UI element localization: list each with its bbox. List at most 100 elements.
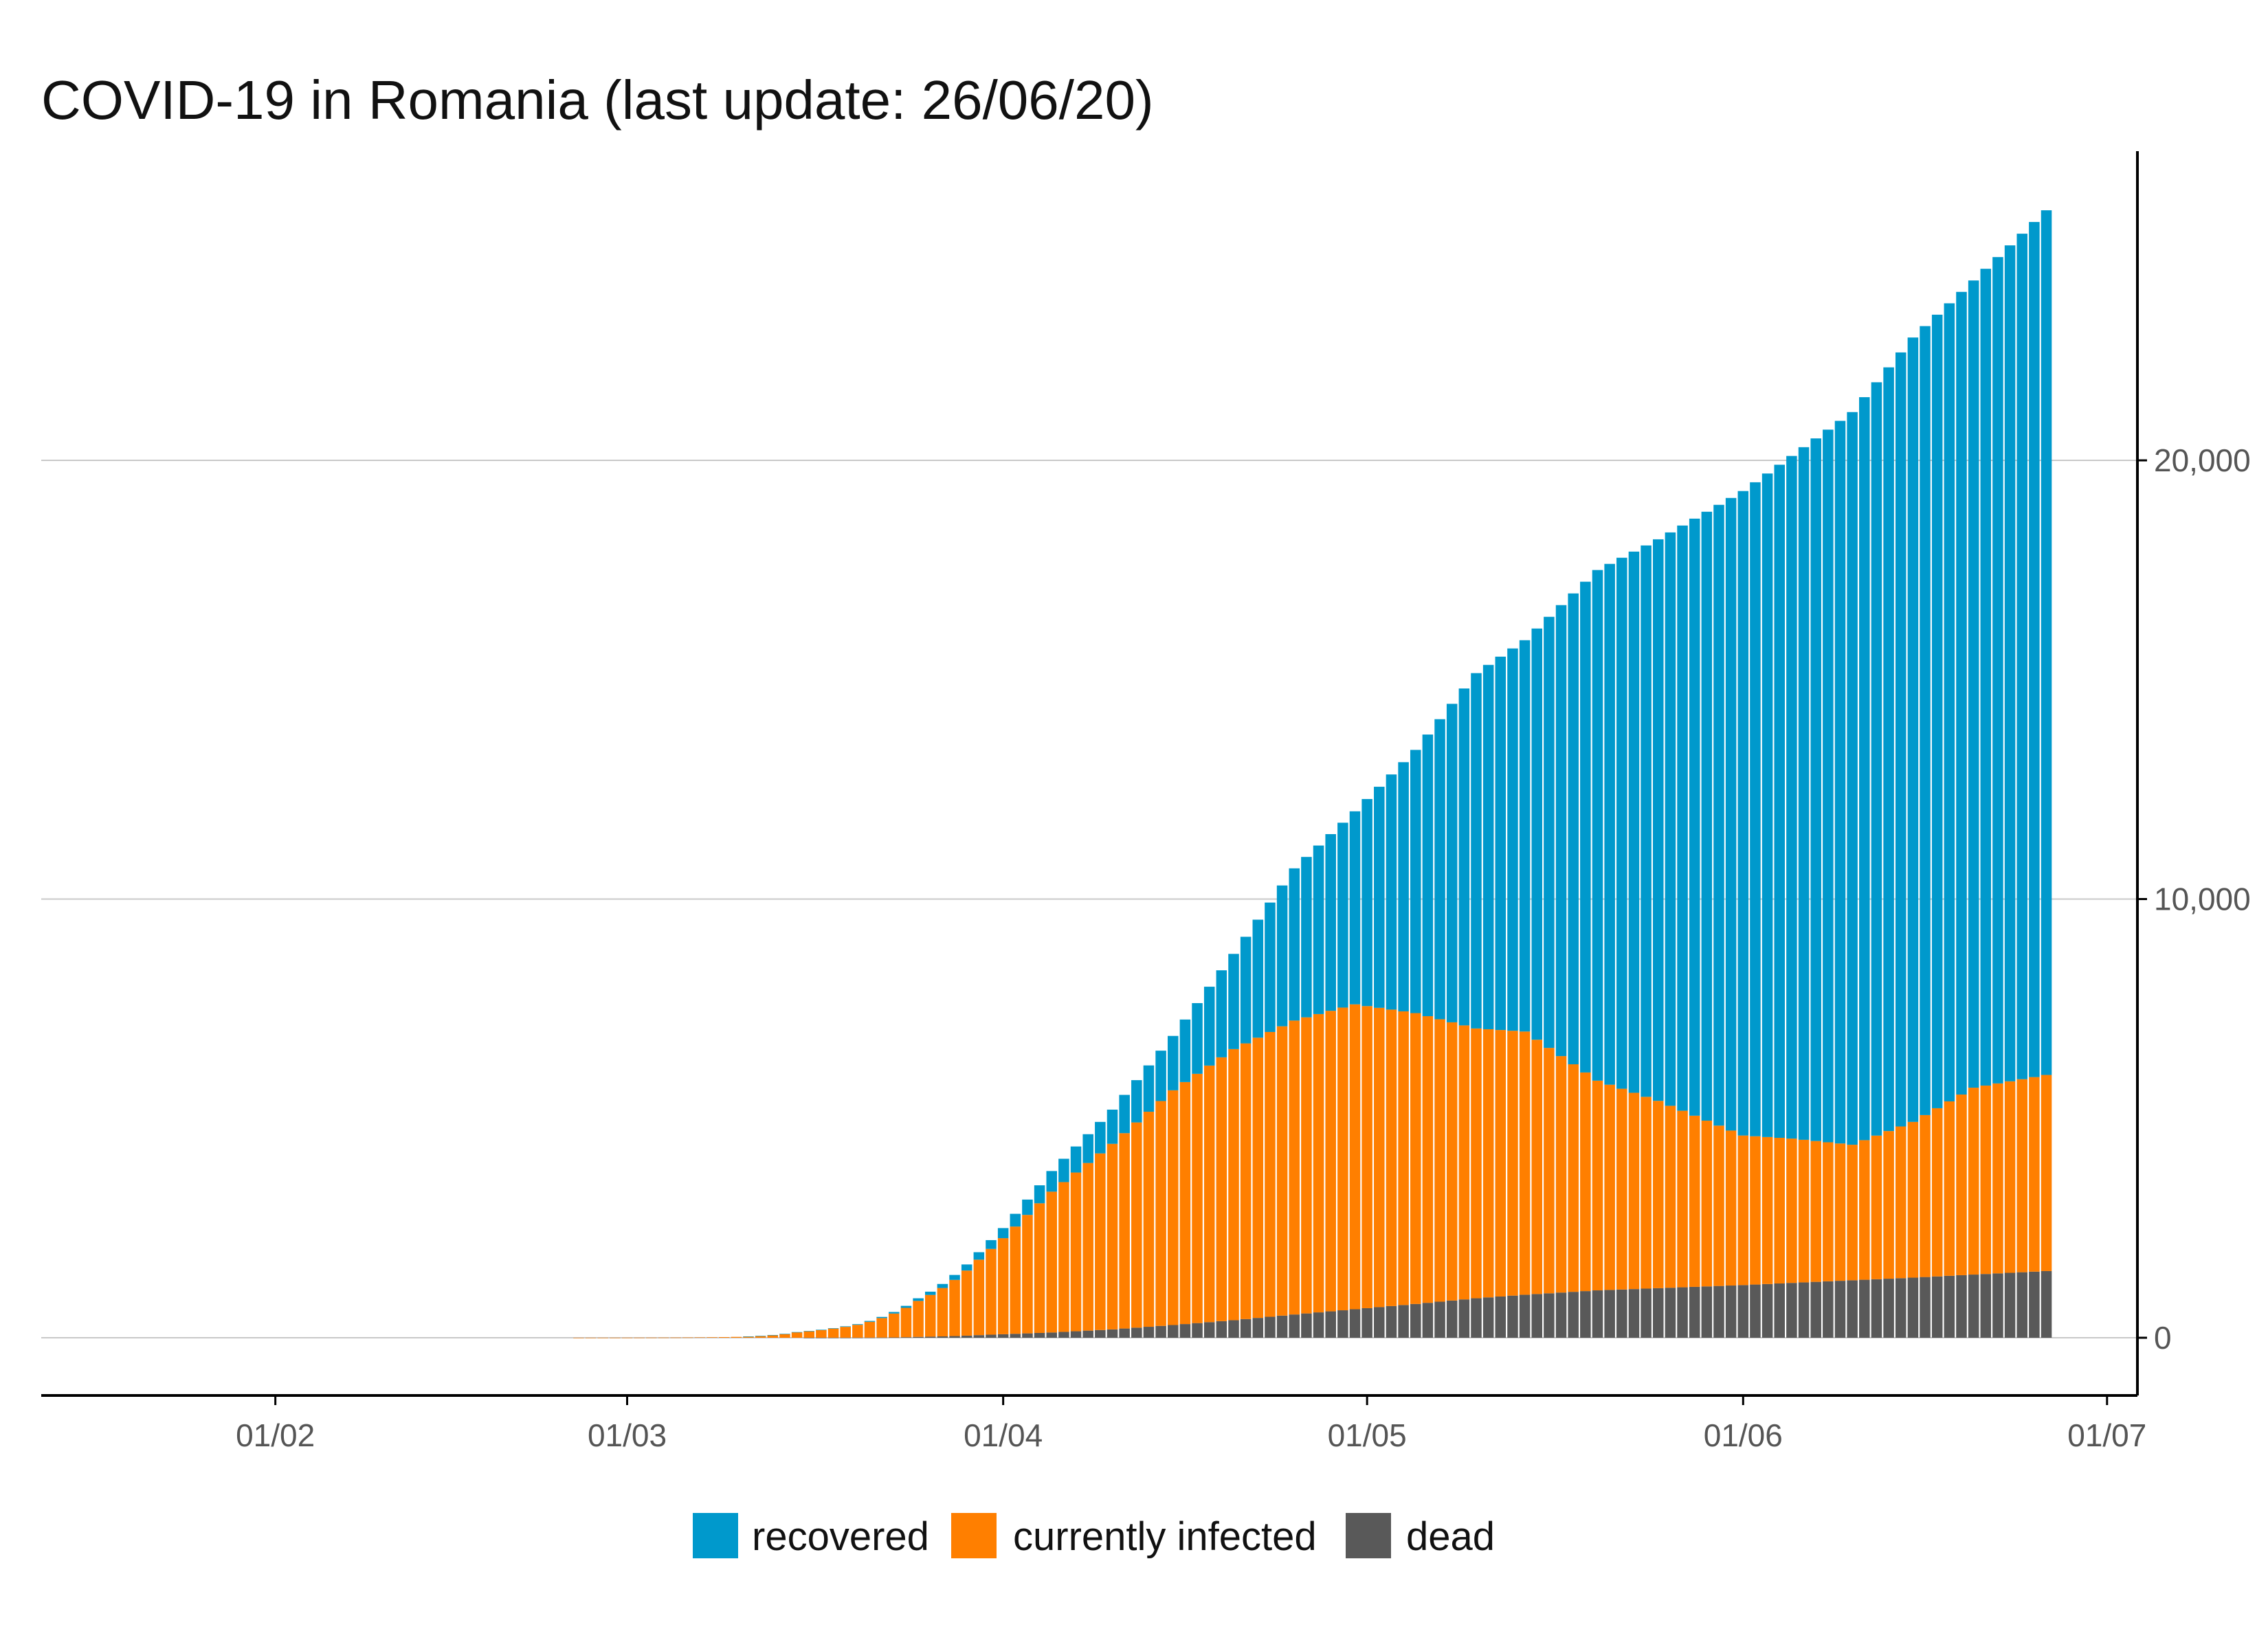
bar-currently-infected (889, 1313, 900, 1338)
bar-recovered (1179, 1019, 1191, 1082)
bar-recovered (1398, 762, 1409, 1011)
bar-dead (1847, 1280, 1858, 1338)
bar-dead (997, 1334, 1009, 1338)
bar-currently-infected (743, 1336, 754, 1338)
bar-dead (1082, 1330, 1093, 1338)
bar-currently-infected (1689, 1115, 1700, 1287)
bar-recovered (1216, 970, 1227, 1057)
bar-dead (1871, 1279, 1882, 1338)
bar-currently-infected (924, 1294, 936, 1337)
bar-recovered (1034, 1185, 1045, 1204)
bar-dead (1155, 1325, 1166, 1338)
bar-dead (1641, 1288, 1652, 1338)
bar-currently-infected (1616, 1088, 1627, 1290)
bar-dead (1179, 1324, 1191, 1338)
bar-recovered (1555, 605, 1567, 1057)
bar-dead (1555, 1292, 1567, 1338)
bar-dead (2004, 1272, 2016, 1338)
bar-recovered (937, 1283, 948, 1288)
bar-currently-infected (1143, 1112, 1155, 1327)
bar-dead (1725, 1286, 1737, 1338)
bar-recovered (1095, 1121, 1106, 1154)
bar-currently-infected (1920, 1114, 1931, 1277)
bar-recovered (2004, 245, 2016, 1081)
bar-recovered (1689, 518, 1700, 1116)
bar-dead (1810, 1281, 1821, 1338)
bar-recovered (1482, 664, 1494, 1029)
bar-dead (1531, 1294, 1543, 1338)
bar-currently-infected (1931, 1108, 1943, 1277)
bar-currently-infected (1761, 1136, 1773, 1284)
bar-currently-infected (1531, 1040, 1543, 1294)
bar-dead (1337, 1310, 1348, 1338)
bar-dead (1374, 1307, 1385, 1338)
bar-dead (949, 1336, 960, 1338)
bar-recovered (1276, 885, 1288, 1027)
bar-recovered (1289, 868, 1300, 1021)
bar-recovered (1604, 563, 1615, 1085)
bar-currently-infected (1119, 1133, 1130, 1329)
bar-dead (1131, 1327, 1142, 1338)
bar-recovered (876, 1316, 887, 1319)
bar-currently-infected (1179, 1081, 1191, 1325)
bar-recovered (1992, 257, 2003, 1084)
bar-dead (1192, 1323, 1203, 1338)
bar-dead (1859, 1279, 1870, 1338)
bar-currently-infected (1568, 1064, 1579, 1292)
bar-currently-infected (767, 1335, 779, 1338)
bar-recovered (840, 1326, 851, 1327)
y-tick-label: 10,000 (2154, 882, 2251, 917)
bar-currently-infected (803, 1331, 815, 1338)
bar-dead (1216, 1321, 1227, 1338)
bar-currently-infected (1265, 1031, 1276, 1317)
bar-currently-infected (852, 1325, 863, 1338)
bars (573, 210, 2052, 1338)
bar-currently-infected (1410, 1013, 1421, 1304)
bar-currently-infected (1349, 1004, 1361, 1310)
bar-recovered (924, 1291, 936, 1295)
bar-currently-infected (1968, 1088, 1979, 1275)
bar-dead (1737, 1285, 1749, 1338)
bar-currently-infected (1555, 1056, 1567, 1293)
bar-currently-infected (718, 1337, 730, 1338)
bar-currently-infected (1604, 1084, 1615, 1290)
bar-dead (1386, 1305, 1397, 1338)
bar-dead (1119, 1328, 1130, 1338)
bar-currently-infected (1301, 1017, 1312, 1314)
bar-dead (1046, 1332, 1058, 1338)
bar-dead (1798, 1282, 1810, 1338)
bar-recovered (767, 1335, 779, 1336)
bar-recovered (1228, 954, 1239, 1049)
bar-dead (1592, 1290, 1603, 1338)
bar-recovered (1507, 648, 1518, 1031)
bar-dead (1761, 1283, 1773, 1338)
bar-currently-infected (986, 1248, 997, 1335)
bar-recovered (1252, 919, 1264, 1038)
x-tick-label: 01/03 (588, 1417, 667, 1453)
bar-recovered (1871, 382, 1882, 1136)
bar-recovered (1495, 656, 1507, 1031)
bar-recovered (1701, 511, 1713, 1121)
bar-recovered (1907, 337, 1919, 1122)
bar-currently-infected (1325, 1011, 1336, 1312)
legend-swatch-dead (1346, 1513, 1391, 1558)
bar-recovered (1580, 581, 1591, 1073)
bar-currently-infected (1240, 1043, 1252, 1319)
bar-recovered (1592, 570, 1603, 1081)
bar-currently-infected (694, 1337, 706, 1338)
bar-recovered (1786, 456, 1797, 1139)
bar-recovered (1798, 447, 1810, 1140)
bar-dead (1616, 1289, 1627, 1338)
bar-recovered (1895, 352, 1906, 1127)
bar-currently-infected (1398, 1011, 1409, 1305)
bar-recovered (2016, 234, 2028, 1079)
bar-dead (1604, 1290, 1615, 1338)
bar-recovered (1944, 303, 1955, 1101)
bar-currently-infected (1725, 1130, 1737, 1286)
bar-dead (1301, 1313, 1312, 1338)
bar-dead (1519, 1294, 1531, 1338)
bar-currently-infected (1361, 1006, 1372, 1308)
bar-dead (1883, 1279, 1894, 1338)
bar-currently-infected (1786, 1138, 1797, 1283)
